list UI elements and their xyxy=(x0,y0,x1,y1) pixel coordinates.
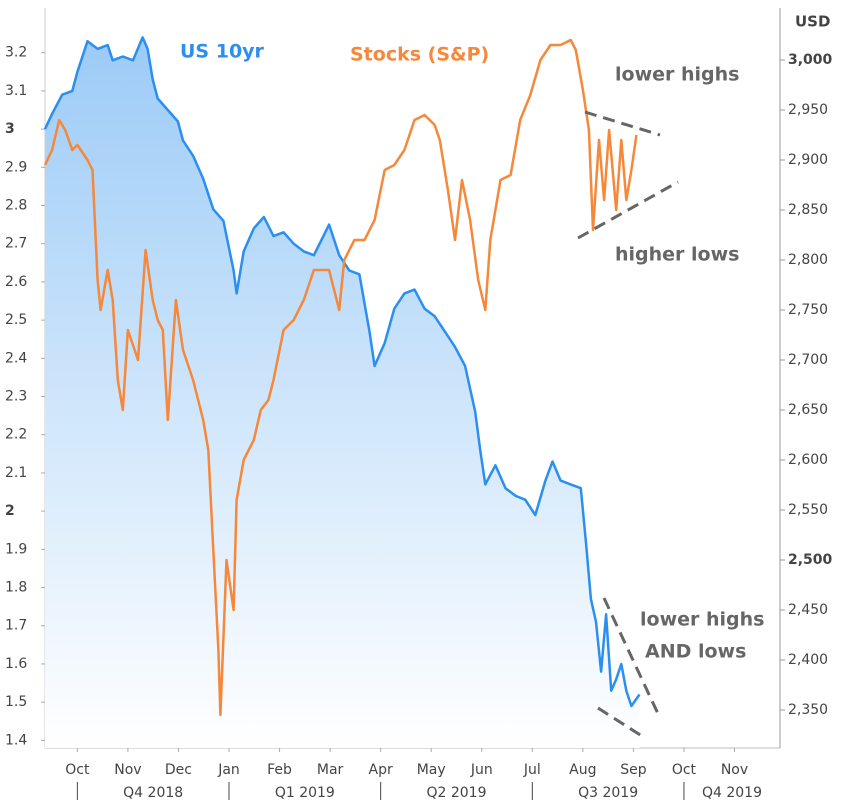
y-tick-label: 2.1 xyxy=(5,465,27,481)
y-tick-label: 2.4 xyxy=(5,350,27,366)
y-tick-label: 2 xyxy=(5,503,15,519)
annotation: higher lows xyxy=(615,244,739,266)
y-tick-label: 2.8 xyxy=(5,198,27,214)
line xyxy=(43,38,638,717)
y2-tick-label: 2,900 xyxy=(788,152,828,168)
x-tick-label: Nov xyxy=(721,762,748,778)
x-tick-label: Dec xyxy=(165,762,192,778)
trend-line xyxy=(602,597,662,719)
y-tick-label: 2.7 xyxy=(5,236,27,252)
y-tick-label: 2.9 xyxy=(5,159,27,175)
x-tick-label: Aug xyxy=(569,762,596,778)
x-tick-label: Jun xyxy=(470,762,493,778)
y-tick-label: 2.2 xyxy=(5,427,27,443)
y2-tick-label: 2,550 xyxy=(788,502,828,518)
y2-tick-label: 2,350 xyxy=(788,702,828,718)
quarter-label: Q4 2019 xyxy=(702,785,762,801)
series-label: US 10yr xyxy=(180,41,265,63)
y2-tick-label: 2,500 xyxy=(788,552,833,568)
y-tick-label: 1.9 xyxy=(5,541,27,557)
x-tick-label: Apr xyxy=(369,762,393,778)
y2-tick-label: 2,400 xyxy=(788,652,828,668)
trend-line xyxy=(577,180,679,240)
x-tick-label: Jul xyxy=(523,762,541,778)
x-tick-label: Jan xyxy=(217,762,240,778)
trend-line xyxy=(597,706,646,740)
y-tick-label: 3 xyxy=(5,121,15,137)
y2-tick-label: 3,000 xyxy=(788,52,833,68)
y-tick-label: 1.4 xyxy=(5,732,27,748)
y2-tick-label: 2,600 xyxy=(788,452,828,468)
y-tick-label: 1.6 xyxy=(5,656,27,672)
x-tick-label: Oct xyxy=(65,762,90,778)
quarter-label: Q1 2019 xyxy=(275,785,335,801)
y-tick-label: 1.7 xyxy=(5,618,27,634)
y2-axis-title: USD xyxy=(795,13,830,31)
y2-tick-label: 2,450 xyxy=(788,602,828,618)
series-label: Stocks (S&P) xyxy=(350,44,489,66)
quarter-label: Q3 2019 xyxy=(578,785,638,801)
plot-area xyxy=(41,8,785,752)
area xyxy=(45,37,640,748)
y2-tick-label: 2,850 xyxy=(788,202,828,218)
y2-tick-label: 2,700 xyxy=(788,352,828,368)
annotation: AND lows xyxy=(645,641,746,663)
y-tick-label: 3.1 xyxy=(5,83,27,99)
annotation: lower highs xyxy=(640,609,764,631)
x-tick-label: Nov xyxy=(114,762,141,778)
y-tick-label: 2.3 xyxy=(5,389,27,405)
quarter-label: Q2 2019 xyxy=(426,785,486,801)
y2-tick-label: 2,950 xyxy=(788,102,828,118)
y2-tick-label: 2,650 xyxy=(788,402,828,418)
x-tick-label: Mar xyxy=(317,762,344,778)
x-tick-label: Sep xyxy=(620,762,647,778)
trend-line xyxy=(584,110,661,137)
y-tick-label: 1.8 xyxy=(5,580,27,596)
y-tick-label: 3.2 xyxy=(5,45,27,61)
y-tick-label: 1.5 xyxy=(5,694,27,710)
x-tick-label: May xyxy=(417,762,446,778)
y-tick-label: 2.5 xyxy=(5,312,27,328)
x-tick-label: Oct xyxy=(672,762,697,778)
y2-tick-label: 2,750 xyxy=(788,302,828,318)
x-tick-label: Feb xyxy=(267,762,292,778)
line xyxy=(43,36,641,708)
quarter-label: Q4 2018 xyxy=(123,785,183,801)
y2-tick-label: 2,800 xyxy=(788,252,828,268)
annotation: lower highs xyxy=(615,64,739,86)
y-tick-label: 2.6 xyxy=(5,274,27,290)
